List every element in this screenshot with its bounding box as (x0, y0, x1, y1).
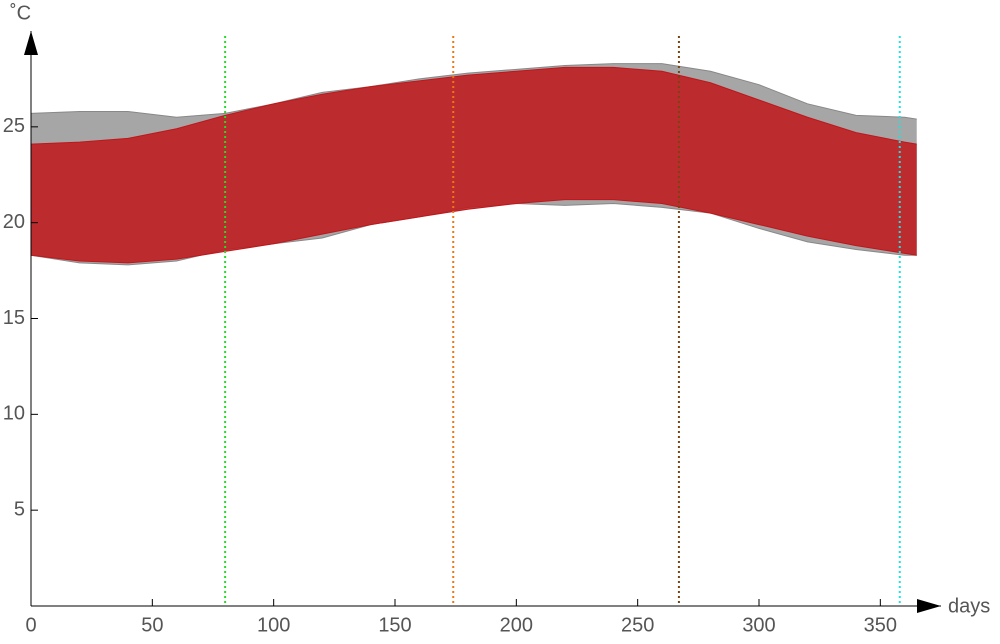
x-tick-label: 50 (141, 614, 163, 636)
x-tick-label: 250 (621, 614, 654, 636)
x-axis-arrow (917, 599, 941, 613)
x-axis-label: days (948, 595, 990, 617)
x-tick-label: 0 (25, 614, 36, 636)
y-tick-label: 20 (3, 211, 25, 233)
y-tick-label: 25 (3, 115, 25, 137)
band-upper (30, 66, 917, 145)
y-tick-label: 5 (14, 498, 25, 520)
y-tick-label: 15 (3, 307, 25, 329)
x-tick-label: 350 (864, 614, 897, 636)
band-fill (31, 67, 917, 263)
band-lower (30, 199, 917, 264)
x-tick-label: 300 (742, 614, 775, 636)
x-tick-label: 200 (500, 614, 533, 636)
x-tick-label: 150 (378, 614, 411, 636)
y-tick-label: 10 (3, 403, 25, 425)
y-axis-label: ˚C (10, 2, 31, 24)
y-axis-arrow (24, 31, 38, 55)
x-tick-label: 100 (257, 614, 290, 636)
band-upper (30, 63, 917, 120)
